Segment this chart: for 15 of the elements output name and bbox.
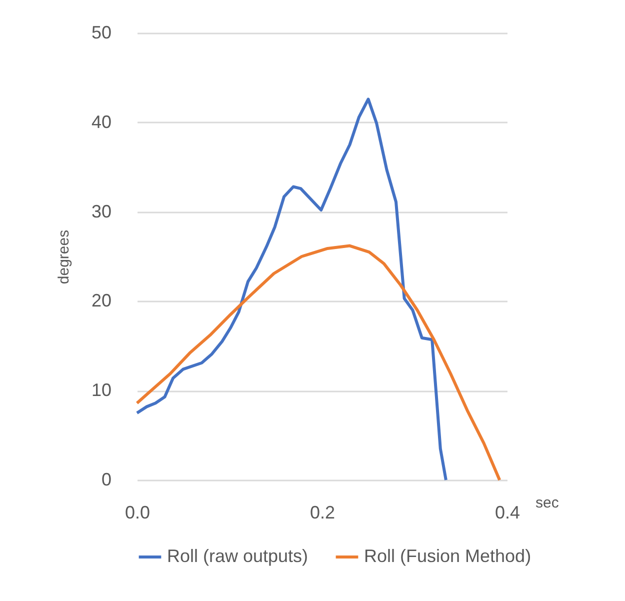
x-axis-title: sec — [536, 494, 560, 512]
y-tick-label: 50 — [91, 22, 112, 42]
line-series — [136, 244, 502, 482]
y-tick-label: 20 — [91, 290, 112, 311]
y-tick-label: 0 — [101, 470, 112, 490]
y-axis-title: degrees — [55, 230, 72, 284]
x-tick-label: 0.2 — [310, 502, 336, 522]
y-tick-label: 40 — [91, 112, 112, 132]
y-tick-label: 10 — [91, 380, 112, 400]
legend-label: Roll (Fusion Method) — [364, 546, 532, 566]
legend-label: Roll (raw outputs) — [167, 546, 308, 566]
y-tick-label: 30 — [91, 201, 112, 222]
line-series — [136, 98, 448, 482]
x-tick-label: 0.0 — [124, 502, 150, 522]
x-tick-label: 0.4 — [494, 502, 520, 522]
